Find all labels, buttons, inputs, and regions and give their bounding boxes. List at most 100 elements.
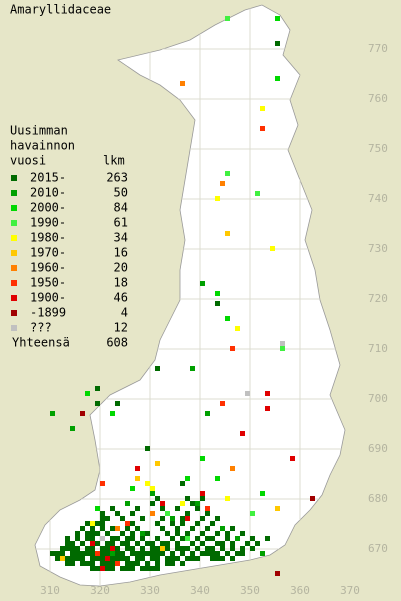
record-square xyxy=(225,531,230,536)
record-square xyxy=(230,556,235,561)
legend-label: 1990- xyxy=(30,216,66,230)
finland-outline xyxy=(34,4,346,587)
record-square xyxy=(95,531,100,536)
record-square xyxy=(135,526,140,531)
record-square xyxy=(230,466,235,471)
record-square xyxy=(240,531,245,536)
record-square xyxy=(170,556,175,561)
record-square xyxy=(230,526,235,531)
record-square xyxy=(170,536,175,541)
record-square xyxy=(180,536,185,541)
record-square xyxy=(90,566,95,571)
record-square xyxy=(195,506,200,511)
legend-count: 20 xyxy=(114,261,128,275)
record-square xyxy=(220,526,225,531)
record-square xyxy=(130,546,135,551)
record-square xyxy=(80,561,85,566)
record-square xyxy=(115,551,120,556)
record-square xyxy=(195,536,200,541)
record-square xyxy=(205,526,210,531)
record-square xyxy=(125,541,130,546)
record-square xyxy=(230,541,235,546)
record-square xyxy=(70,426,75,431)
record-square xyxy=(215,476,220,481)
record-square xyxy=(150,511,155,516)
y-tick-label: 720 xyxy=(368,292,388,305)
record-square xyxy=(170,521,175,526)
record-square xyxy=(80,551,85,556)
record-square xyxy=(95,551,100,556)
record-square xyxy=(220,181,225,186)
legend-swatch xyxy=(11,205,17,211)
record-square xyxy=(80,526,85,531)
y-tick-label: 690 xyxy=(368,442,388,455)
record-square xyxy=(230,346,235,351)
record-square xyxy=(120,541,125,546)
record-square xyxy=(110,541,115,546)
record-square xyxy=(105,561,110,566)
record-square xyxy=(290,456,295,461)
record-square xyxy=(155,551,160,556)
record-square xyxy=(180,551,185,556)
record-square xyxy=(110,561,115,566)
y-tick-label: 750 xyxy=(368,142,388,155)
record-square xyxy=(95,566,100,571)
record-square xyxy=(70,561,75,566)
record-square xyxy=(205,511,210,516)
record-square xyxy=(115,536,120,541)
record-square xyxy=(200,516,205,521)
record-square xyxy=(160,541,165,546)
legend-heading: havainnon xyxy=(10,139,75,153)
record-square xyxy=(85,391,90,396)
record-square xyxy=(95,401,100,406)
x-tick-label: 310 xyxy=(40,584,60,597)
record-square xyxy=(160,501,165,506)
record-square xyxy=(175,506,180,511)
legend-swatch xyxy=(11,295,17,301)
record-square xyxy=(210,536,215,541)
record-square xyxy=(160,506,165,511)
record-square xyxy=(85,546,90,551)
record-square xyxy=(105,531,110,536)
record-square xyxy=(225,536,230,541)
record-square xyxy=(110,411,115,416)
x-tick-label: 370 xyxy=(340,584,360,597)
record-square xyxy=(55,551,60,556)
record-square xyxy=(215,551,220,556)
record-square xyxy=(215,556,220,561)
record-square xyxy=(165,556,170,561)
record-square xyxy=(90,531,95,536)
legend-label: 1970- xyxy=(30,246,66,260)
record-square xyxy=(155,366,160,371)
record-square xyxy=(90,551,95,556)
record-square xyxy=(65,546,70,551)
record-square xyxy=(280,341,285,346)
record-square xyxy=(185,546,190,551)
record-square xyxy=(65,556,70,561)
record-square xyxy=(140,556,145,561)
record-square xyxy=(150,541,155,546)
record-square xyxy=(210,546,215,551)
legend-label: 2015- xyxy=(30,171,66,185)
record-square xyxy=(140,516,145,521)
record-square xyxy=(115,556,120,561)
record-square xyxy=(110,556,115,561)
record-square xyxy=(125,536,130,541)
record-square xyxy=(255,191,260,196)
legend-count: 263 xyxy=(106,171,128,185)
record-square xyxy=(175,531,180,536)
record-square xyxy=(75,546,80,551)
record-square xyxy=(135,506,140,511)
record-square xyxy=(100,481,105,486)
record-square xyxy=(75,556,80,561)
record-square xyxy=(135,476,140,481)
x-tick-label: 350 xyxy=(240,584,260,597)
record-square xyxy=(275,76,280,81)
legend-label: ??? xyxy=(30,321,52,335)
record-square xyxy=(170,561,175,566)
record-square xyxy=(140,546,145,551)
record-square xyxy=(270,246,275,251)
record-square xyxy=(70,556,75,561)
record-square xyxy=(120,556,125,561)
